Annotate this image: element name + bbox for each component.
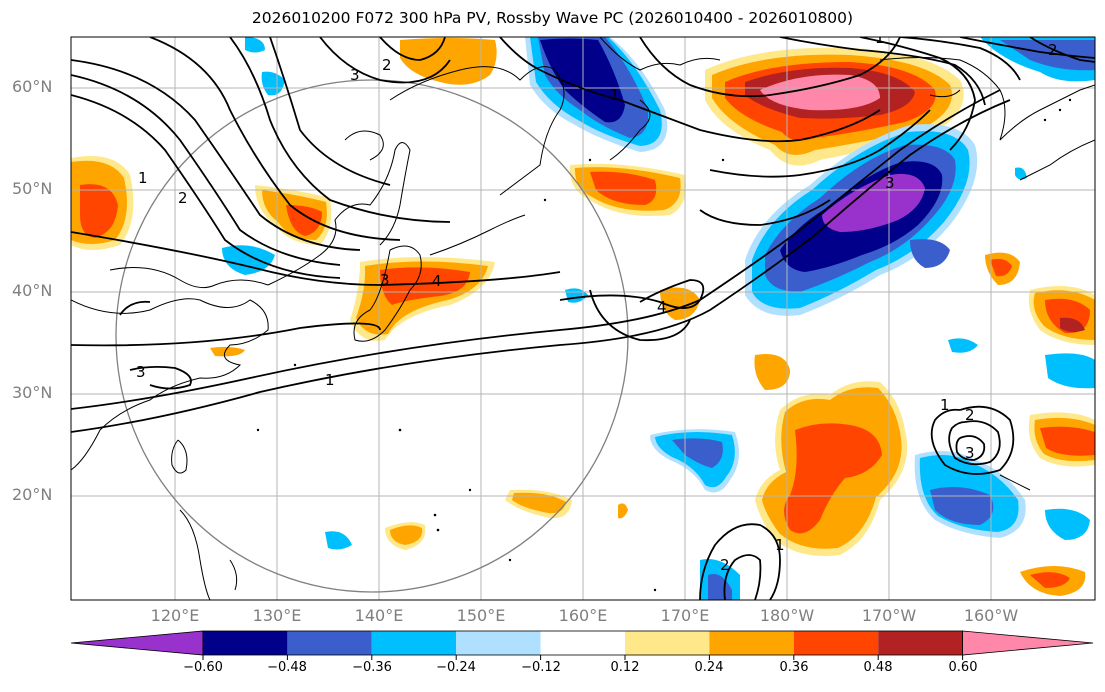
lon-label: 160°E <box>558 606 608 625</box>
lon-label: 170°E <box>660 606 710 625</box>
colorbar-segment <box>70 630 204 656</box>
colorbar-segment <box>878 631 963 655</box>
colorbar-frame <box>202 630 963 656</box>
lon-label: 120°E <box>150 606 200 625</box>
contour-label: 2 <box>720 556 730 574</box>
lon-label: 170°W <box>861 606 917 625</box>
contour-label: 3 <box>136 363 146 381</box>
lat-label: 30°N <box>12 383 53 402</box>
contour-label: 1 <box>940 396 950 414</box>
colorbar-segment <box>793 631 879 655</box>
colorbar-tick-label: 0.12 <box>610 660 640 675</box>
anomaly-positive-west <box>71 38 700 550</box>
anomaly-positive-japan <box>350 257 495 341</box>
anomaly-negative-south <box>222 167 1095 600</box>
colorbar-tick-label: −0.48 <box>267 660 307 675</box>
colorbar-tick-label: −0.36 <box>352 660 392 675</box>
contour-label: 1 <box>775 536 785 554</box>
anomaly-positive-southeast <box>754 252 1095 596</box>
colorbar-segment <box>540 631 625 655</box>
contour-label: 1 <box>325 371 335 389</box>
contour-label: 1 <box>875 29 885 47</box>
lat-label: 60°N <box>12 77 53 96</box>
contour-label: 3 <box>380 271 390 289</box>
contour-label: 2 <box>382 56 392 74</box>
anomaly-negative-central <box>745 124 978 316</box>
colorbar-tick-label: −0.60 <box>183 660 223 675</box>
anomaly-negative-north <box>245 37 1095 152</box>
contour-labels: 1 2 3 4 1 2 3 4 1 2 3 1 2 3 1 2 3 1 <box>136 29 1058 574</box>
colorbar-tick-label: −0.24 <box>436 660 476 675</box>
contour-label: 4 <box>432 272 442 290</box>
lon-label: 180°W <box>759 606 815 625</box>
colorbar-segment <box>962 630 1094 656</box>
contour-label: 2 <box>1048 41 1058 59</box>
colorbar <box>70 630 1094 660</box>
lon-label: 130°E <box>252 606 302 625</box>
colorbar-segment <box>287 631 372 655</box>
colorbar-tick-label: 0.24 <box>694 660 724 675</box>
contour-label: 2 <box>965 406 975 424</box>
lon-label: 160°W <box>963 606 1019 625</box>
graticule <box>71 37 1095 600</box>
colorbar-tick-label: −0.12 <box>521 660 561 675</box>
colorbar-segment <box>456 631 541 655</box>
map-frame <box>70 36 1096 601</box>
contour-label: 3 <box>885 174 895 192</box>
colorbar-segment <box>371 631 457 655</box>
colorbar-segment <box>203 631 288 655</box>
lon-label: 140°E <box>354 606 404 625</box>
contour-label: 3 <box>965 444 975 462</box>
colorbar-segment <box>625 631 710 655</box>
contour-label: 2 <box>178 189 188 207</box>
contour-label: 4 <box>657 298 667 316</box>
colorbar-segment <box>709 631 794 655</box>
colorbar-tick-label: 0.36 <box>779 660 809 675</box>
pv-contours <box>71 37 1095 600</box>
lon-label: 150°E <box>456 606 506 625</box>
lat-label: 50°N <box>12 179 53 198</box>
lat-label: 20°N <box>12 485 53 504</box>
contour-label: 3 <box>350 66 360 84</box>
island-dots <box>256 98 1072 592</box>
contour-label: 1 <box>138 169 148 187</box>
colorbar-tick-label: 0.48 <box>863 660 893 675</box>
coastlines <box>71 37 1095 600</box>
colorbar-tick-label: 0.60 <box>948 660 978 675</box>
map-title: 2026010200 F072 300 hPa PV, Rossby Wave … <box>251 9 854 27</box>
lat-label: 40°N <box>12 281 53 300</box>
contour-label: 1 <box>610 86 620 104</box>
